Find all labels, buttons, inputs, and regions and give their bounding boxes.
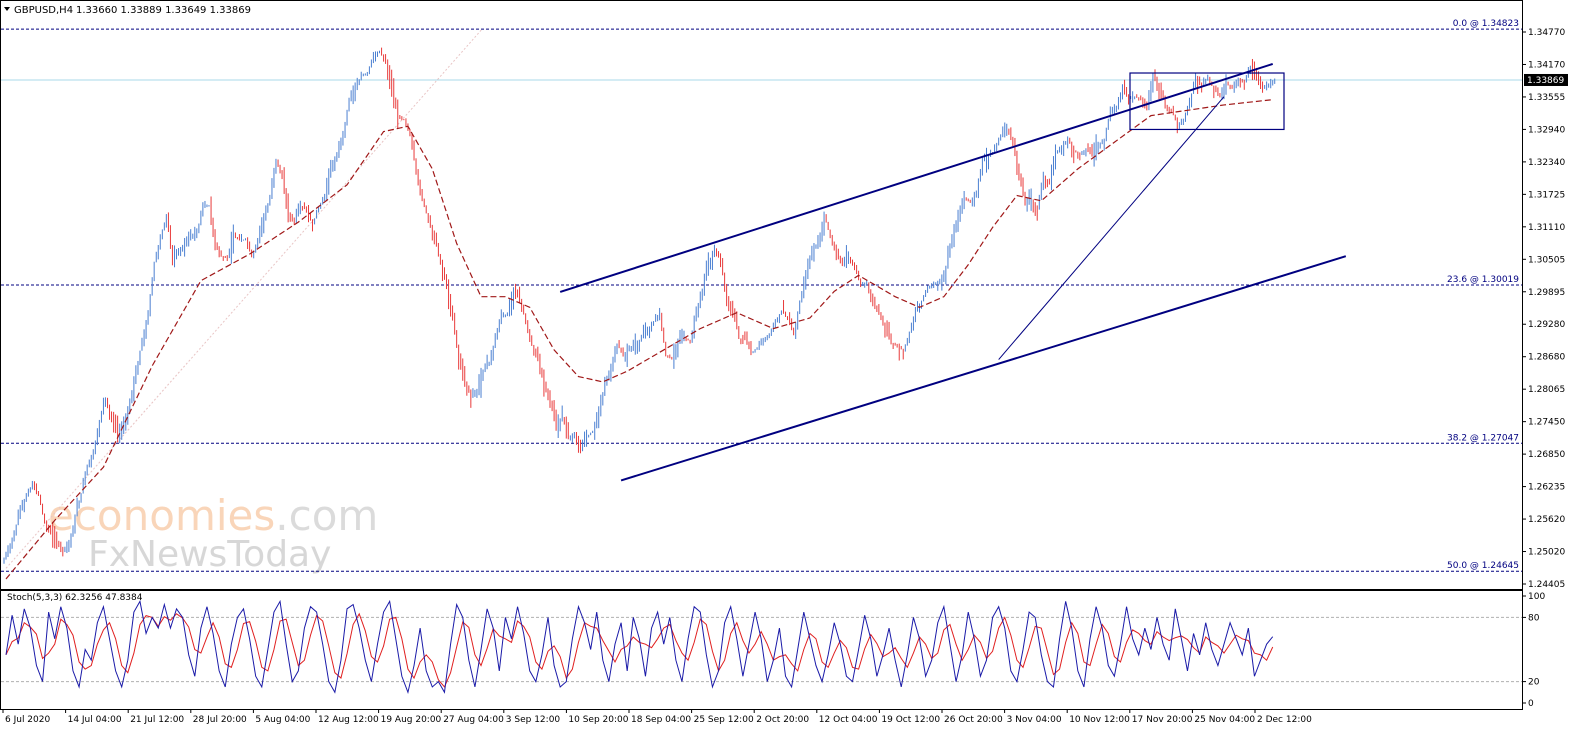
current-price-tag	[1524, 73, 1568, 86]
price-tick-label: 1.34770	[1528, 28, 1565, 38]
price-tick-label: 1.28065	[1528, 385, 1565, 395]
time-tick-label: 19 Oct 12:00	[881, 715, 940, 725]
price-tick-label: 1.33555	[1528, 93, 1565, 103]
current-price-line	[1, 28, 1522, 569]
fib-level-label: 23.6 @ 1.30019	[1447, 275, 1519, 285]
time-tick-label: 19 Aug 20:00	[381, 715, 442, 725]
stoch-tick-label: 80	[1528, 613, 1540, 623]
price-tick-label: 1.32340	[1528, 158, 1565, 168]
time-tick-label: 10 Sep 20:00	[568, 715, 628, 725]
price-tick-label: 1.26850	[1528, 450, 1565, 460]
time-tick-label: 2 Oct 20:00	[756, 715, 809, 725]
price-tick-label: 1.31725	[1528, 190, 1565, 200]
trend-support-line	[998, 96, 1225, 360]
fibonacci-levels: 0.0 @ 1.34823 23.6 @ 1.30019 38.2 @ 1.2704…	[1, 19, 1522, 572]
fib-level-label: 38.2 @ 1.27047	[1447, 433, 1519, 443]
fib-level-label: 0.0 @ 1.34823	[1453, 19, 1519, 29]
time-tick-label: 2 Dec 12:00	[1257, 715, 1312, 725]
price-tick-label: 1.30505	[1528, 255, 1565, 265]
triangle-down-icon[interactable]	[4, 7, 10, 11]
watermark-brand-suffix: .com	[275, 491, 378, 540]
price-tick-label: 1.32940	[1528, 125, 1565, 135]
stoch-tick-label: 100	[1528, 592, 1545, 602]
price-tick-label: 1.24405	[1528, 580, 1565, 590]
time-tick-label: 25 Nov 04:00	[1194, 715, 1255, 725]
watermark-brand-sub: FxNewsToday	[88, 534, 331, 575]
time-tick-label: 12 Oct 04:00	[819, 715, 878, 725]
time-tick-label: 6 Jul 2020	[5, 715, 50, 725]
price-tick-label: 1.29895	[1528, 288, 1565, 298]
time-tick-label: 18 Sep 04:00	[631, 715, 691, 725]
price-tick-label: 1.25020	[1528, 548, 1565, 558]
stoch-pane-frame	[0, 590, 1523, 710]
price-tick-label: 1.26235	[1528, 483, 1565, 493]
symbol-label: GBPUSD,H4	[14, 5, 73, 16]
time-axis: 6 Jul 2020 14 Jul 04:00 21 Jul 12:00 28 Jul…	[2, 709, 1312, 725]
time-tick-label: 26 Oct 20:00	[944, 715, 1003, 725]
svg-text:economies.com: economies.com	[48, 491, 378, 540]
time-tick-label: 14 Jul 04:00	[68, 715, 122, 725]
watermark-brand-main: economies	[48, 491, 275, 540]
stoch-signal-line	[5, 612, 1274, 688]
stoch-main-line	[5, 599, 1274, 695]
channel-upper-line	[559, 63, 1274, 293]
time-tick-label: 17 Nov 20:00	[1132, 715, 1193, 725]
price-tick-label: 1.27450	[1528, 418, 1565, 428]
stochastic-oscillator: 100 80 20 0	[1, 592, 1545, 709]
fib-level-label: 50.0 @ 1.24645	[1447, 561, 1519, 571]
stoch-label: Stoch(5,3,3) 62.3256 47.8384	[7, 593, 143, 603]
price-tick-label: 1.25620	[1528, 515, 1565, 525]
chart-header: GBPUSD,H4 1.33660 1.33889 1.33649 1.3386…	[4, 5, 251, 16]
time-tick-label: 3 Sep 12:00	[506, 715, 561, 725]
consolidation-box	[1129, 72, 1285, 131]
candlesticks	[3, 47, 1276, 564]
watermark: economies.com FxNewsToday	[48, 491, 378, 575]
time-tick-label: 3 Nov 04:00	[1007, 715, 1062, 725]
price-tick-label: 1.34170	[1528, 60, 1565, 70]
price-tick-label: 1.28680	[1528, 353, 1565, 363]
time-tick-label: 25 Sep 12:00	[694, 715, 754, 725]
main-pane-frame	[0, 0, 1523, 590]
current-price-label: 1.33869	[1527, 76, 1564, 86]
moving-average	[5, 99, 1273, 580]
price-axis: 1.34770 1.34170 1.33555 1.32940 1.32340 1.317…	[1522, 28, 1568, 590]
channel-lower-line	[620, 255, 1347, 482]
time-tick-label: 10 Nov 12:00	[1069, 715, 1130, 725]
price-tick-label: 1.31110	[1528, 223, 1565, 233]
time-tick-label: 12 Aug 12:00	[318, 715, 379, 725]
time-tick-label: 27 Aug 04:00	[443, 715, 504, 725]
time-tick-label: 28 Jul 20:00	[193, 715, 247, 725]
stoch-tick-label: 20	[1528, 678, 1540, 688]
chart-drawings	[559, 63, 1347, 482]
time-tick-label: 21 Jul 12:00	[130, 715, 184, 725]
price-tick-label: 1.29280	[1528, 320, 1565, 330]
stoch-tick-label: 0	[1528, 699, 1534, 709]
ohlc-label: 1.33660 1.33889 1.33649 1.33869	[76, 5, 251, 16]
moving-average-line	[5, 99, 1273, 580]
time-tick-label: 5 Aug 04:00	[255, 715, 310, 725]
